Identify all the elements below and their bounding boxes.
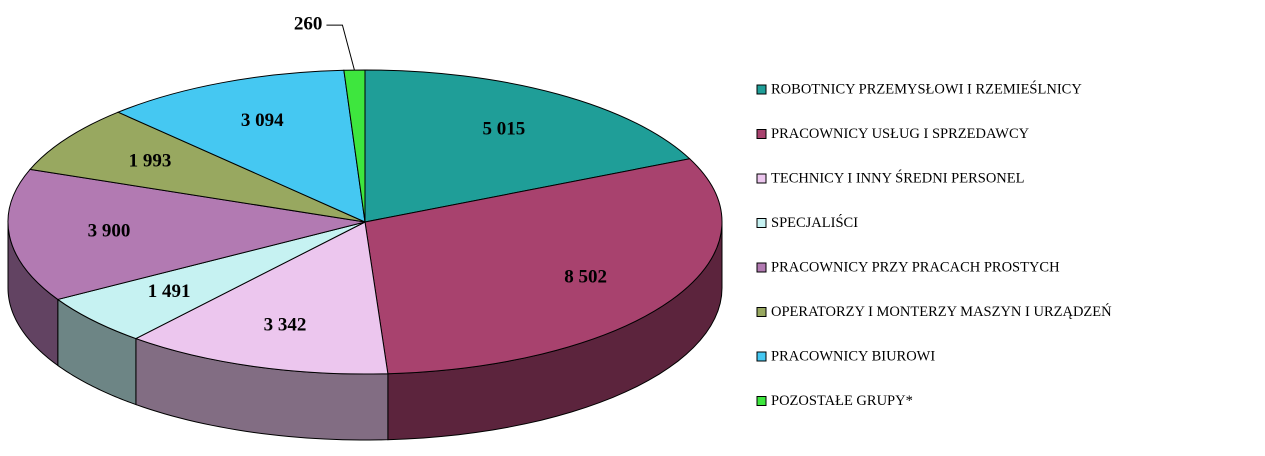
- data-label: 3 342: [264, 314, 307, 335]
- legend-swatch: [756, 351, 767, 362]
- data-label: 1 491: [148, 281, 191, 302]
- legend-label: PRACOWNICY USŁUG I SPRZEDAWCY: [771, 126, 1030, 142]
- data-label: 5 015: [483, 118, 526, 139]
- slice: [364, 69, 691, 223]
- legend-label: PRACOWNICY PRZY PRACACH PROSTYCH: [771, 259, 1060, 275]
- data-label: 3 900: [88, 220, 131, 241]
- legend-label: PRACOWNICY BIUROWI: [771, 348, 935, 364]
- legend-swatch: [756, 307, 767, 317]
- slice: [364, 158, 723, 375]
- legend-label: TECHNICY I INNY ŚREDNI PERSONEL: [771, 169, 1024, 186]
- legend-label: POZOSTAŁE GRUPY*: [771, 393, 913, 409]
- leader-line: [326, 24, 355, 71]
- data-label: 1 993: [129, 150, 172, 171]
- slice: [29, 111, 366, 223]
- legend-label: ROBOTNICY PRZEMYSŁOWI I RZEMIEŚLNICY: [771, 80, 1082, 97]
- slice: [134, 221, 389, 375]
- slice: [7, 168, 366, 300]
- data-label: 3 094: [241, 110, 284, 131]
- legend-swatch: [756, 396, 767, 406]
- legend-swatch: [756, 218, 767, 228]
- legend-swatch: [756, 262, 767, 273]
- legend-label: OPERATORZY I MONTERZY MASZYN I URZĄDZEŃ: [771, 303, 1112, 320]
- slice: [116, 69, 366, 223]
- legend-swatch: [756, 173, 767, 184]
- legend-swatch: [756, 84, 767, 95]
- data-label: 8 502: [564, 267, 607, 288]
- legend-swatch: [756, 129, 767, 139]
- legend-label: SPECJALIŚCI: [771, 214, 858, 231]
- data-label: 260: [294, 13, 323, 34]
